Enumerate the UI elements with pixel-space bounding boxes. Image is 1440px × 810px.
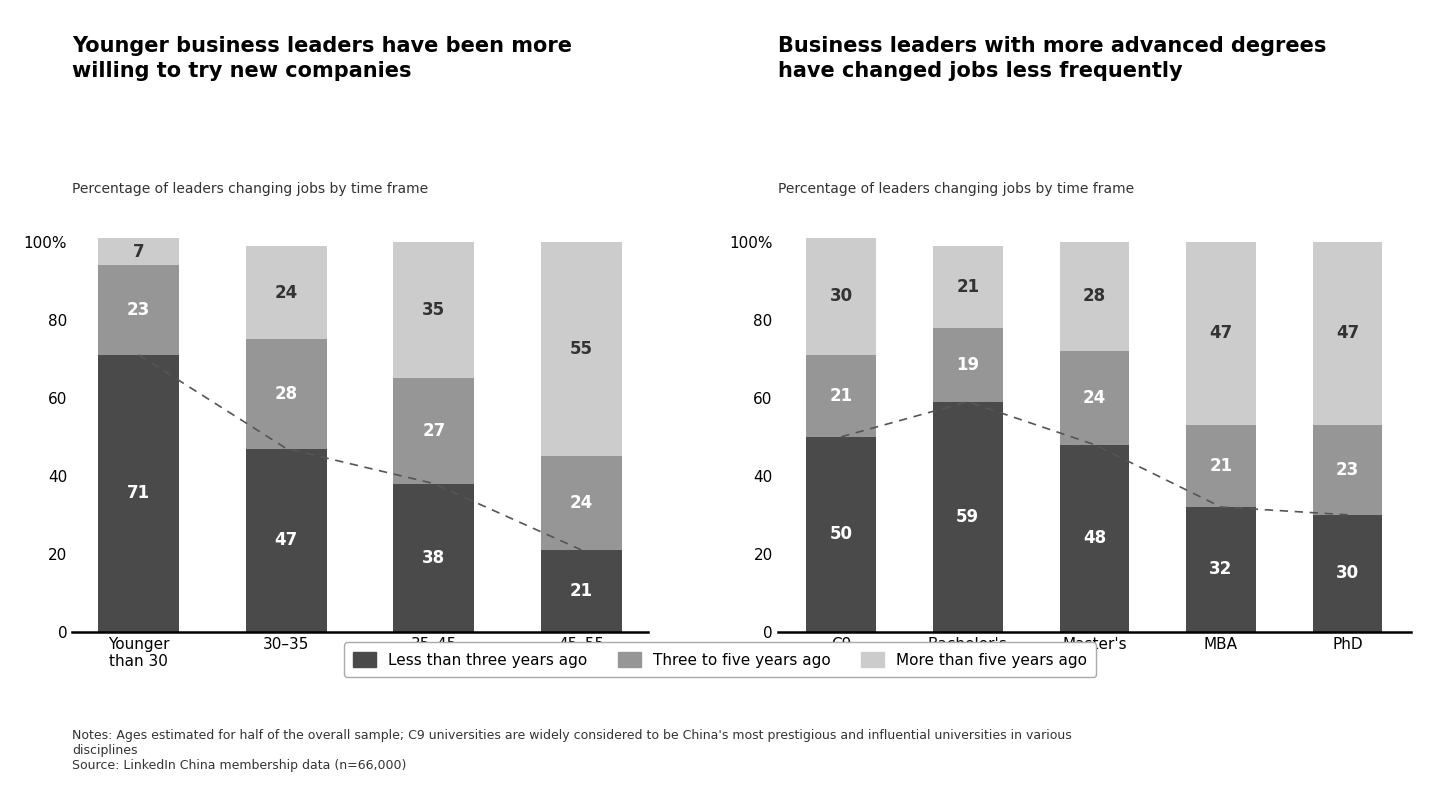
Text: 50: 50 [829,526,852,544]
Text: 28: 28 [1083,288,1106,305]
Text: Younger business leaders have been more
willing to try new companies: Younger business leaders have been more … [72,36,572,81]
Text: 19: 19 [956,356,979,373]
Text: 38: 38 [422,548,445,567]
Bar [1187,425,1256,507]
Bar [98,238,180,265]
Bar [1313,425,1382,515]
Text: 48: 48 [1083,529,1106,548]
Bar [246,245,327,339]
Bar [393,378,474,484]
Text: 32: 32 [1210,561,1233,578]
Bar [540,242,622,456]
Bar [806,355,876,437]
Bar [1060,351,1129,445]
Text: 55: 55 [570,340,593,358]
Text: 30: 30 [1336,565,1359,582]
Text: 47: 47 [275,531,298,549]
Text: 24: 24 [1083,389,1106,407]
Bar [1187,242,1256,425]
Text: 23: 23 [1336,461,1359,479]
Bar [933,327,1002,402]
Text: 47: 47 [1336,325,1359,343]
Bar [246,339,327,449]
Bar [1313,242,1382,425]
Bar [1187,507,1256,632]
Text: 47: 47 [1210,325,1233,343]
Text: Percentage of leaders changing jobs by time frame: Percentage of leaders changing jobs by t… [72,182,428,196]
Bar [1060,445,1129,632]
Text: 24: 24 [275,284,298,301]
Text: 23: 23 [127,301,150,319]
Bar [98,265,180,355]
Legend: Less than three years ago, Three to five years ago, More than five years ago: Less than three years ago, Three to five… [344,642,1096,677]
Bar [806,437,876,632]
Bar [933,245,1002,327]
Text: Percentage of leaders changing jobs by time frame: Percentage of leaders changing jobs by t… [778,182,1133,196]
Bar [540,550,622,632]
Bar [540,456,622,550]
Text: 27: 27 [422,422,445,440]
Bar [806,238,876,355]
Text: 30: 30 [829,288,852,305]
Text: 71: 71 [127,484,150,502]
Text: Notes: Ages estimated for half of the overall sample; C9 universities are widely: Notes: Ages estimated for half of the ov… [72,729,1071,772]
Text: 35: 35 [422,301,445,319]
Bar [98,355,180,632]
Bar [933,402,1002,632]
Text: 21: 21 [829,387,852,405]
Text: 21: 21 [956,278,979,296]
Text: 21: 21 [1210,457,1233,475]
Text: 24: 24 [570,494,593,512]
Bar [393,484,474,632]
Text: 21: 21 [570,582,593,600]
Text: 28: 28 [275,385,298,403]
Text: 59: 59 [956,508,979,526]
Text: 7: 7 [132,242,144,261]
Bar [393,242,474,378]
Bar [1313,515,1382,632]
Bar [246,449,327,632]
Bar [1060,242,1129,351]
Text: Business leaders with more advanced degrees
have changed jobs less frequently: Business leaders with more advanced degr… [778,36,1326,81]
